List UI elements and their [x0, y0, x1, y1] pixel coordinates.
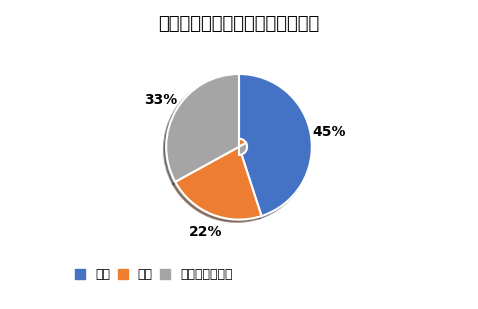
- Title: フォレスターの燃費・満足度調査: フォレスターの燃費・満足度調査: [158, 15, 320, 33]
- Text: 33%: 33%: [144, 93, 177, 107]
- Text: 45%: 45%: [313, 125, 346, 139]
- Text: 22%: 22%: [189, 225, 222, 239]
- Wedge shape: [175, 139, 261, 220]
- Wedge shape: [166, 74, 247, 182]
- Wedge shape: [231, 74, 312, 216]
- Legend: 満足, 不満, どちらでもない: 満足, 不満, どちらでもない: [70, 263, 238, 286]
